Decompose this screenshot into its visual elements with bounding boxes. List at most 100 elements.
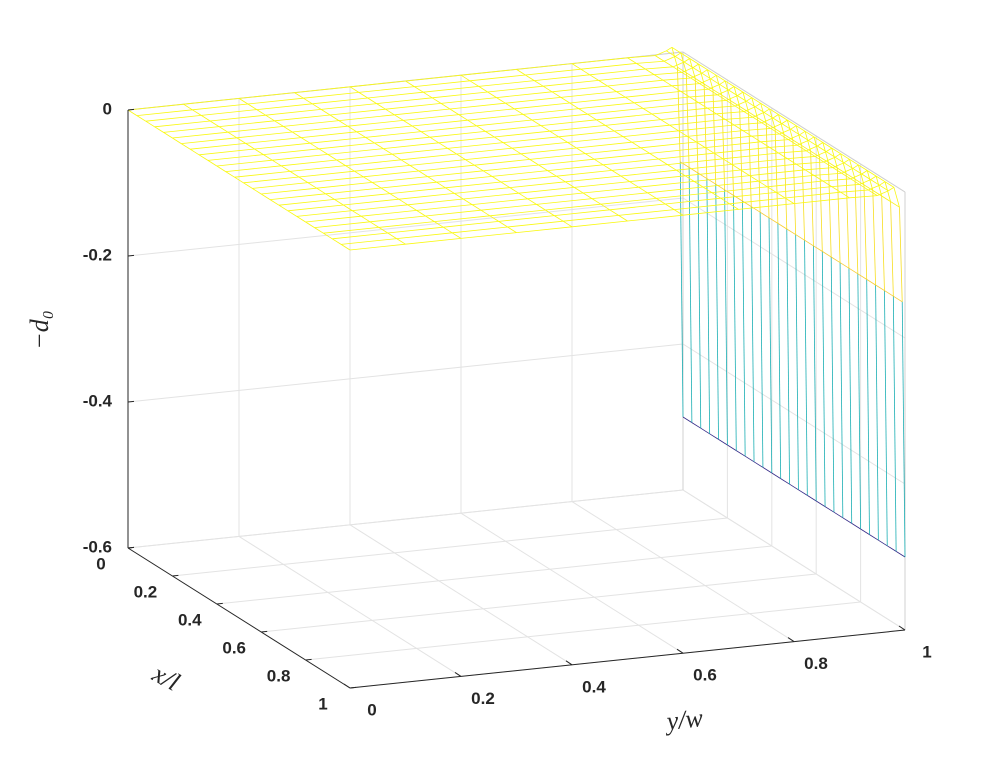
mesh-line — [198, 148, 255, 156]
mesh-line — [709, 433, 719, 440]
mesh-line — [458, 114, 468, 121]
mesh-line — [893, 295, 903, 303]
mesh-line — [407, 204, 417, 211]
mesh-line — [870, 175, 877, 180]
mesh-line — [686, 72, 696, 79]
mesh-line — [418, 170, 428, 177]
mesh-line — [752, 112, 765, 118]
mesh-line — [312, 97, 368, 105]
mesh-line — [647, 192, 657, 199]
mesh-line — [758, 175, 815, 182]
mesh-line — [892, 296, 897, 552]
mesh-line — [192, 103, 248, 111]
mesh-line — [290, 165, 346, 172]
mesh-line — [672, 66, 683, 73]
mesh-line — [786, 228, 790, 485]
mesh-line — [819, 156, 823, 252]
mesh-line — [691, 422, 701, 429]
mesh-line — [825, 151, 836, 158]
mesh-line — [469, 80, 479, 87]
mesh-line — [549, 130, 559, 138]
mesh-line — [574, 187, 584, 194]
mesh-line — [336, 153, 393, 161]
mesh-line — [763, 108, 770, 113]
mesh-line — [536, 198, 593, 205]
mesh-line — [760, 139, 789, 143]
mesh-line — [562, 220, 573, 228]
mesh-line — [872, 190, 876, 286]
mesh-line — [658, 152, 715, 160]
mesh-line — [734, 105, 745, 112]
mesh-line — [867, 170, 877, 177]
mesh-line — [287, 210, 297, 217]
mesh-line — [722, 158, 733, 165]
mesh-line — [369, 215, 426, 223]
mesh-line — [739, 106, 743, 202]
mesh-line — [729, 203, 739, 210]
mesh-line — [899, 207, 903, 302]
mesh-line — [804, 130, 815, 138]
mesh-line — [405, 238, 462, 245]
mesh-line — [571, 57, 628, 64]
mesh-line — [777, 223, 787, 230]
mesh-line — [332, 232, 388, 240]
mesh-line — [296, 210, 353, 217]
mesh-line — [438, 136, 495, 144]
mesh-line — [735, 100, 747, 107]
mesh-line — [398, 198, 408, 206]
mesh-line — [392, 148, 448, 155]
mesh-line — [423, 86, 479, 93]
mesh-line — [685, 72, 690, 168]
mesh-line — [813, 172, 842, 176]
mesh-line — [596, 119, 606, 126]
mesh-line — [325, 187, 382, 195]
mesh-line — [887, 545, 897, 552]
mesh-line — [349, 80, 406, 88]
mesh-line — [456, 153, 466, 160]
mesh-line — [681, 72, 691, 79]
mesh-line — [618, 209, 675, 216]
mesh-line — [163, 132, 173, 139]
mesh-line — [587, 108, 644, 115]
mesh-line — [594, 153, 650, 160]
grid-line — [172, 517, 728, 577]
mesh-line — [192, 109, 202, 116]
mesh-line — [394, 108, 450, 116]
mesh-line — [425, 215, 435, 222]
mesh-line — [710, 74, 717, 80]
mesh-line — [312, 103, 322, 110]
grid-line — [127, 343, 684, 403]
mesh-line — [776, 192, 786, 199]
mesh-line — [254, 148, 264, 155]
mesh-line — [724, 80, 732, 101]
mesh-line — [751, 97, 758, 118]
mesh-line — [679, 161, 684, 418]
x-tick-label: 0 — [96, 554, 105, 573]
mesh-line — [893, 187, 900, 208]
mesh-line — [708, 84, 720, 90]
mesh-line — [667, 158, 724, 165]
mesh-line — [789, 483, 799, 491]
mesh-line — [662, 79, 673, 87]
mesh-line — [216, 165, 226, 172]
mesh-line — [851, 523, 861, 530]
mesh-line — [529, 159, 539, 166]
mesh-line — [717, 89, 729, 96]
mesh-line — [534, 80, 544, 87]
mesh-line — [669, 124, 679, 132]
mesh-line — [649, 153, 659, 160]
mesh-line — [518, 187, 575, 194]
mesh-line — [849, 195, 878, 199]
mesh-line — [868, 189, 878, 196]
mesh-line — [509, 181, 566, 188]
mesh-line — [367, 97, 377, 104]
mesh-line — [389, 187, 446, 194]
mesh-line — [884, 290, 894, 297]
mesh-line — [841, 172, 851, 180]
mesh-line — [571, 63, 582, 70]
mesh-line — [671, 83, 700, 87]
mesh-line — [700, 427, 710, 435]
mesh-line — [414, 80, 470, 87]
mesh-line — [409, 165, 420, 172]
mesh-line — [721, 94, 731, 102]
